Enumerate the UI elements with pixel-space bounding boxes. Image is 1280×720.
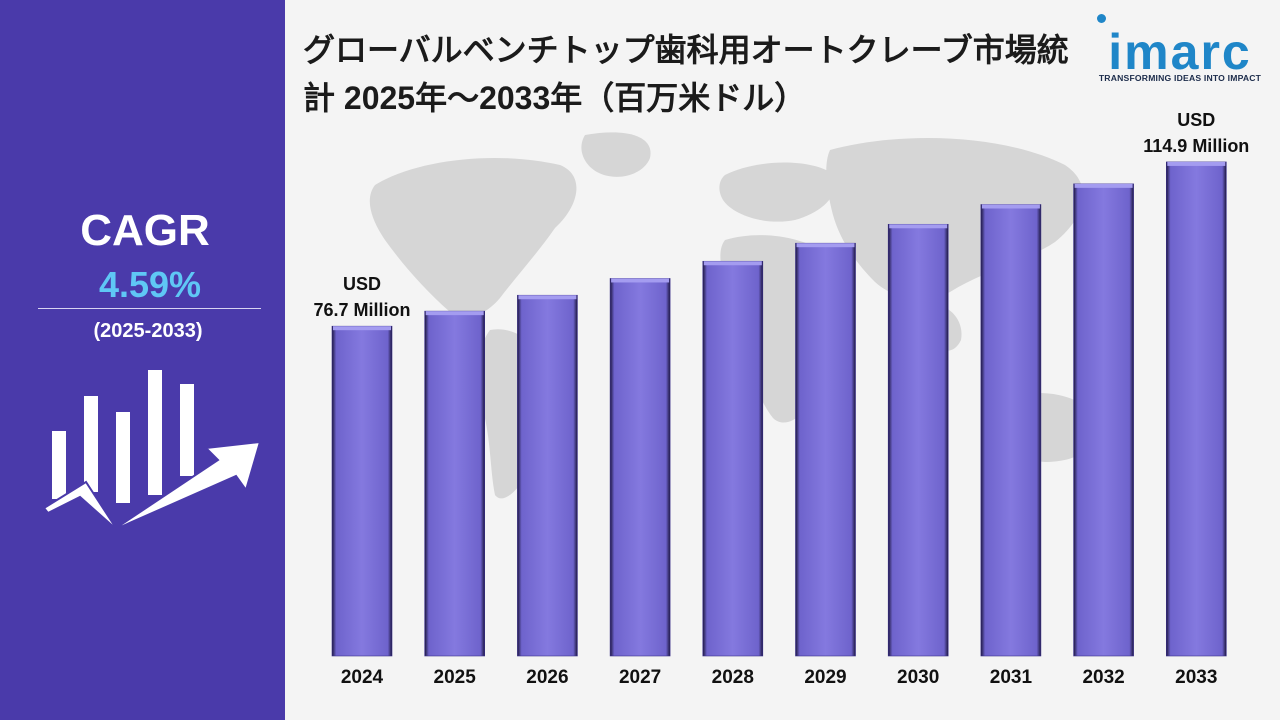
bar-top-2024 [333, 326, 391, 331]
x-tick-label-2027: 2027 [619, 667, 661, 688]
cagr-period: (2025-2033) [93, 320, 203, 342]
bar-top-2027 [611, 278, 670, 283]
x-tick-label-2024: 2024 [341, 667, 384, 688]
value-callout-2033-line-1: USD [1177, 110, 1215, 130]
bar-top-2031 [981, 204, 1040, 209]
x-tick-label-2026: 2026 [526, 667, 568, 688]
bar-top-2026 [518, 295, 577, 300]
bar-top-2028 [703, 261, 762, 266]
x-axis-labels: 2024 2025 2026 2027 2028 2029 2030 2031 2032 2033 [341, 667, 1218, 688]
value-callout-2024-line-2: 76.7 Million [313, 300, 410, 320]
bar-top-2033 [1167, 161, 1226, 166]
bar-2026 [517, 294, 578, 657]
x-tick-label-2032: 2032 [1082, 667, 1124, 688]
x-tick-label-2033: 2033 [1175, 667, 1217, 688]
bar-top-2032 [1074, 183, 1133, 188]
bar-2024 [331, 325, 393, 657]
logo-wordmark: imarc [1108, 24, 1252, 80]
market-bar-chart: 2024 2025 2026 2027 2028 2029 2030 2031 2032 2033… [313, 110, 1249, 688]
logo-dot-icon [1097, 14, 1106, 23]
bars-layer [331, 161, 1227, 657]
bar-2029 [795, 242, 856, 657]
bar-top-2025 [425, 311, 484, 316]
bar-2025 [424, 310, 485, 657]
cagr-value: 4.59% [98, 264, 202, 305]
cagr-divider [38, 308, 261, 309]
value-callout-2024-line-1: USD [343, 274, 381, 294]
x-tick-label-2030: 2030 [897, 667, 939, 688]
x-tick-label-2025: 2025 [434, 667, 477, 688]
bar-2028 [702, 260, 764, 657]
growth-chart-arrow-icon [42, 370, 262, 531]
bar-top-2030 [889, 224, 948, 229]
bar-2033 [1165, 161, 1227, 657]
bar-top-2029 [796, 243, 855, 248]
bar-2031 [980, 204, 1042, 657]
value-callout-2033-line-2: 114.9 Million [1143, 136, 1249, 156]
x-tick-label-2029: 2029 [804, 667, 846, 688]
value-callouts: USD 76.7 Million USD 114.9 Million [313, 110, 1249, 320]
logo-tagline: TRANSFORMING IDEAS INTO IMPACT [1098, 73, 1262, 83]
imarc-logo: imarc TRANSFORMING IDEAS INTO IMPACT [1094, 14, 1266, 86]
bar-2030 [887, 223, 949, 657]
bar-2027 [609, 278, 671, 657]
page-title: グローバルベンチトップ歯科用オートクレーブ市場統計 2025年～2033年（百万… [303, 32, 1069, 116]
bar-2032 [1073, 183, 1134, 657]
cagr-label: CAGR [80, 206, 210, 255]
cagr-panel: CAGR 4.59% (2025-2033) [0, 0, 285, 720]
x-tick-label-2031: 2031 [990, 667, 1033, 688]
x-tick-label-2028: 2028 [712, 667, 754, 688]
